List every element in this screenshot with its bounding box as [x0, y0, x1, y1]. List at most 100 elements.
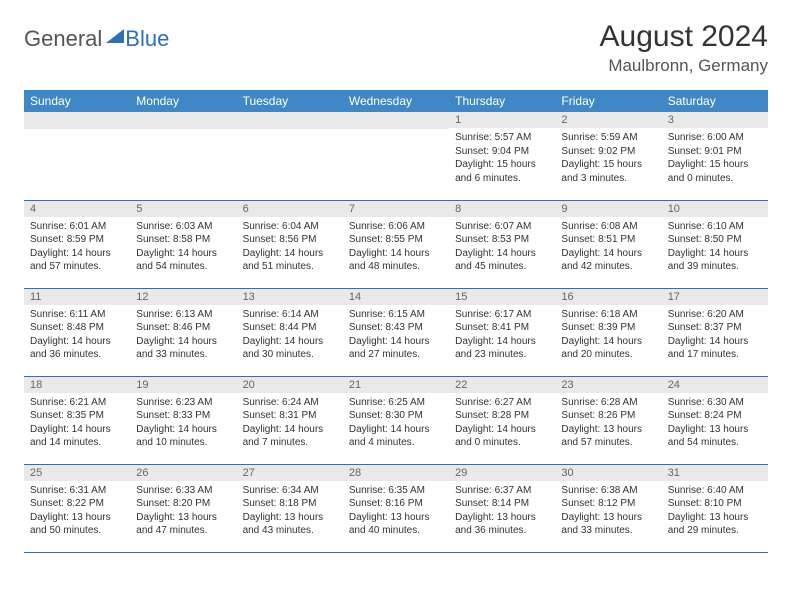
day-header: Friday: [555, 90, 661, 112]
sunrise-line: Sunrise: 6:25 AM: [349, 396, 443, 410]
logo-triangle-icon: [106, 29, 124, 43]
calendar-cell: 3Sunrise: 6:00 AMSunset: 9:01 PMDaylight…: [662, 112, 768, 200]
day-number: 31: [662, 465, 768, 481]
sunrise-line: Sunrise: 6:33 AM: [136, 484, 230, 498]
daylight-line-1: Daylight: 13 hours: [349, 511, 443, 525]
daylight-line-1: Daylight: 14 hours: [561, 335, 655, 349]
day-number: 25: [24, 465, 130, 481]
day-number: 5: [130, 201, 236, 217]
sunset-line: Sunset: 8:28 PM: [455, 409, 549, 423]
daylight-line-1: Daylight: 15 hours: [561, 158, 655, 172]
sunrise-line: Sunrise: 6:14 AM: [243, 308, 337, 322]
day-number: 17: [662, 289, 768, 305]
cell-body: Sunrise: 6:14 AMSunset: 8:44 PMDaylight:…: [237, 305, 343, 366]
calendar-cell: [237, 112, 343, 200]
sunrise-line: Sunrise: 5:57 AM: [455, 131, 549, 145]
daylight-line-2: and 10 minutes.: [136, 436, 230, 450]
day-number: 3: [662, 112, 768, 128]
calendar-cell: 2Sunrise: 5:59 AMSunset: 9:02 PMDaylight…: [555, 112, 661, 200]
cell-body: Sunrise: 6:01 AMSunset: 8:59 PMDaylight:…: [24, 217, 130, 278]
sunset-line: Sunset: 9:01 PM: [668, 145, 762, 159]
sunset-line: Sunset: 8:31 PM: [243, 409, 337, 423]
sunrise-line: Sunrise: 6:20 AM: [668, 308, 762, 322]
sunset-line: Sunset: 8:44 PM: [243, 321, 337, 335]
day-header: Wednesday: [343, 90, 449, 112]
sunrise-line: Sunrise: 6:35 AM: [349, 484, 443, 498]
calendar-cell: 18Sunrise: 6:21 AMSunset: 8:35 PMDayligh…: [24, 376, 130, 464]
sunset-line: Sunset: 8:48 PM: [30, 321, 124, 335]
sunset-line: Sunset: 8:55 PM: [349, 233, 443, 247]
month-title: August 2024: [600, 20, 768, 54]
day-number: 27: [237, 465, 343, 481]
sunset-line: Sunset: 8:37 PM: [668, 321, 762, 335]
calendar-cell: 16Sunrise: 6:18 AMSunset: 8:39 PMDayligh…: [555, 288, 661, 376]
day-number: 23: [555, 377, 661, 393]
cell-body: Sunrise: 6:21 AMSunset: 8:35 PMDaylight:…: [24, 393, 130, 454]
daylight-line-1: Daylight: 14 hours: [455, 247, 549, 261]
cell-body: Sunrise: 6:37 AMSunset: 8:14 PMDaylight:…: [449, 481, 555, 542]
sunrise-line: Sunrise: 6:07 AM: [455, 220, 549, 234]
empty-daynum: [24, 112, 130, 129]
header: General Blue August 2024 Maulbronn, Germ…: [24, 20, 768, 76]
cell-body: Sunrise: 6:33 AMSunset: 8:20 PMDaylight:…: [130, 481, 236, 542]
sunset-line: Sunset: 8:14 PM: [455, 497, 549, 511]
sunrise-line: Sunrise: 6:08 AM: [561, 220, 655, 234]
calendar-week: 11 Sunrise: 6:11 AMSunset: 8:48 PM Dayligh…: [24, 288, 768, 376]
daylight-line-2: and 57 minutes.: [561, 436, 655, 450]
calendar-cell: 6Sunrise: 6:04 AMSunset: 8:56 PMDaylight…: [237, 200, 343, 288]
calendar-cell: 30Sunrise: 6:38 AMSunset: 8:12 PMDayligh…: [555, 464, 661, 552]
daylight-line-1: Daylight: 13 hours: [455, 511, 549, 525]
cell-body: Sunrise: 6:20 AMSunset: 8:37 PMDaylight:…: [662, 305, 768, 366]
cell-body: Sunrise: 6:17 AMSunset: 8:41 PMDaylight:…: [449, 305, 555, 366]
cell-body: Sunrise: 6:30 AMSunset: 8:24 PMDaylight:…: [662, 393, 768, 454]
calendar-cell: 8Sunrise: 6:07 AMSunset: 8:53 PMDaylight…: [449, 200, 555, 288]
sunset-line: Sunset: 8:22 PM: [30, 497, 124, 511]
daylight-line-2: and 29 minutes.: [668, 524, 762, 538]
calendar-cell: 29Sunrise: 6:37 AMSunset: 8:14 PMDayligh…: [449, 464, 555, 552]
daylight-line-1: Daylight: 13 hours: [668, 511, 762, 525]
day-number: 4: [24, 201, 130, 217]
daylight-line-2: and 45 minutes.: [455, 260, 549, 274]
sunset-line: Sunset: 8:50 PM: [668, 233, 762, 247]
calendar-cell: 25Sunrise: 6:31 AMSunset: 8:22 PMDayligh…: [24, 464, 130, 552]
sunset-line: Sunset: 8:26 PM: [561, 409, 655, 423]
day-number: 28: [343, 465, 449, 481]
day-number: 7: [343, 201, 449, 217]
daylight-line-2: and 14 minutes.: [30, 436, 124, 450]
sunset-line: Sunset: 9:04 PM: [455, 145, 549, 159]
day-number: 24: [662, 377, 768, 393]
sunset-line: Sunset: 8:20 PM: [136, 497, 230, 511]
day-header: Tuesday: [237, 90, 343, 112]
calendar-cell: 17Sunrise: 6:20 AMSunset: 8:37 PMDayligh…: [662, 288, 768, 376]
day-number: 19: [130, 377, 236, 393]
day-number: 20: [237, 377, 343, 393]
calendar-cell: 9Sunrise: 6:08 AMSunset: 8:51 PMDaylight…: [555, 200, 661, 288]
day-header: Thursday: [449, 90, 555, 112]
cell-body: Sunrise: 5:59 AMSunset: 9:02 PMDaylight:…: [555, 128, 661, 189]
cell-body: Sunrise: 6:38 AMSunset: 8:12 PMDaylight:…: [555, 481, 661, 542]
calendar-week: 25Sunrise: 6:31 AMSunset: 8:22 PMDayligh…: [24, 464, 768, 552]
sunrise-line: Sunrise: 6:00 AM: [668, 131, 762, 145]
daylight-line-2: and 7 minutes.: [243, 436, 337, 450]
daylight-line-1: Daylight: 14 hours: [136, 335, 230, 349]
daylight-line-2: and 0 minutes.: [455, 436, 549, 450]
calendar-cell: 28Sunrise: 6:35 AMSunset: 8:16 PMDayligh…: [343, 464, 449, 552]
sunrise-line: Sunrise: 6:11 AM: [30, 308, 124, 322]
day-number: 15: [449, 289, 555, 305]
day-number: 12: [130, 289, 236, 305]
calendar-cell: 14Sunrise: 6:15 AMSunset: 8:43 PMDayligh…: [343, 288, 449, 376]
logo-text-blue: Blue: [125, 26, 169, 52]
sunrise-line: Sunrise: 6:37 AM: [455, 484, 549, 498]
cell-body: Sunrise: 6:24 AMSunset: 8:31 PMDaylight:…: [237, 393, 343, 454]
daylight-line-1: Daylight: 14 hours: [30, 247, 124, 261]
daylight-line-2: and 3 minutes.: [561, 172, 655, 186]
daylight-line-2: and 43 minutes.: [243, 524, 337, 538]
daylight-line-2: and 51 minutes.: [243, 260, 337, 274]
daylight-line-1: Daylight: 13 hours: [30, 511, 124, 525]
logo-text-general: General: [24, 26, 102, 52]
day-number: 11: [24, 289, 130, 305]
daylight-line-1: Daylight: 14 hours: [668, 247, 762, 261]
sunrise-line: Sunrise: 6:21 AM: [30, 396, 124, 410]
sunrise-line: Sunrise: 6:17 AM: [455, 308, 549, 322]
sunset-line: Sunset: 8:12 PM: [561, 497, 655, 511]
